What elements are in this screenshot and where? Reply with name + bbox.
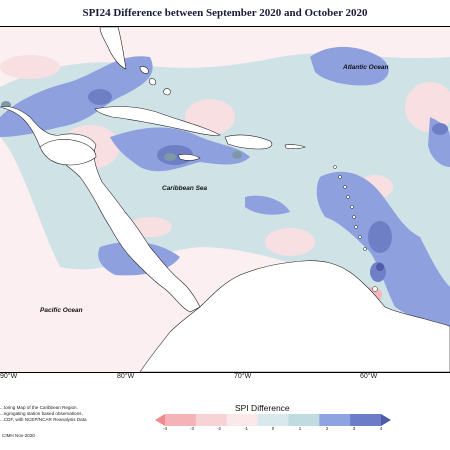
dark-core xyxy=(376,263,384,271)
legend-tick-label: 0 xyxy=(271,426,275,431)
notes-line-2: ...egrogating station based observations… xyxy=(0,411,83,416)
legend-tick-label: 1 xyxy=(298,426,302,431)
legend-tick-label: -4 xyxy=(162,426,168,431)
legend-swatch xyxy=(195,414,228,426)
land-masses xyxy=(0,27,450,372)
caribbean-sea-label: Caribbean Sea xyxy=(162,185,208,192)
atlantic-ocean-label: Atlantic Ocean xyxy=(343,64,389,71)
credit-text: CIMH Nov-2020 xyxy=(2,433,35,438)
legend-tick-label: -2 xyxy=(216,426,222,431)
legend-swatch xyxy=(319,414,351,426)
anomaly-map xyxy=(0,27,450,372)
map-panel: Atlantic Ocean Caribbean Sea Pacific Oce… xyxy=(0,26,450,373)
legend-extend-low xyxy=(155,414,165,426)
pacific-ocean-label: Pacific Ocean xyxy=(40,307,83,314)
legend-tick-label: -3 xyxy=(189,426,195,431)
longitude-label-60w: 60°W xyxy=(360,373,378,380)
longitude-label-90w: 90°W xyxy=(0,373,18,380)
legend-tick-label: -1 xyxy=(243,426,249,431)
legend-swatch xyxy=(288,414,320,426)
legend-extend-high xyxy=(381,414,391,426)
legend-tick-label: 2 xyxy=(325,426,329,431)
legend-colorbar xyxy=(155,414,391,426)
lesser-antilles xyxy=(333,165,378,292)
legend-swatch xyxy=(226,414,259,426)
notes-line-1: ...toring Map of the Caribbean Region. xyxy=(0,405,78,410)
longitude-label-80w: 80°W xyxy=(117,373,135,380)
map-title: SPI24 Difference between September 2020 … xyxy=(82,7,368,19)
longitude-label-70w: 70°W xyxy=(234,373,252,380)
legend-tick-labels: -4 -3 -2 -1 0 1 2 3 4 xyxy=(155,426,391,434)
map-notes: ...toring Map of the Caribbean Region. .… xyxy=(0,405,120,423)
legend-tick-label: 4 xyxy=(379,426,383,431)
legend-title: SPI Difference xyxy=(235,403,290,413)
legend-swatch xyxy=(350,414,382,426)
legend-swatch xyxy=(165,414,197,426)
notes-line-3: ...CDF, with NCEP/NCAR Reanalysis Data xyxy=(0,417,87,422)
legend-tick-label: 3 xyxy=(352,426,356,431)
legend-swatch xyxy=(257,414,289,426)
